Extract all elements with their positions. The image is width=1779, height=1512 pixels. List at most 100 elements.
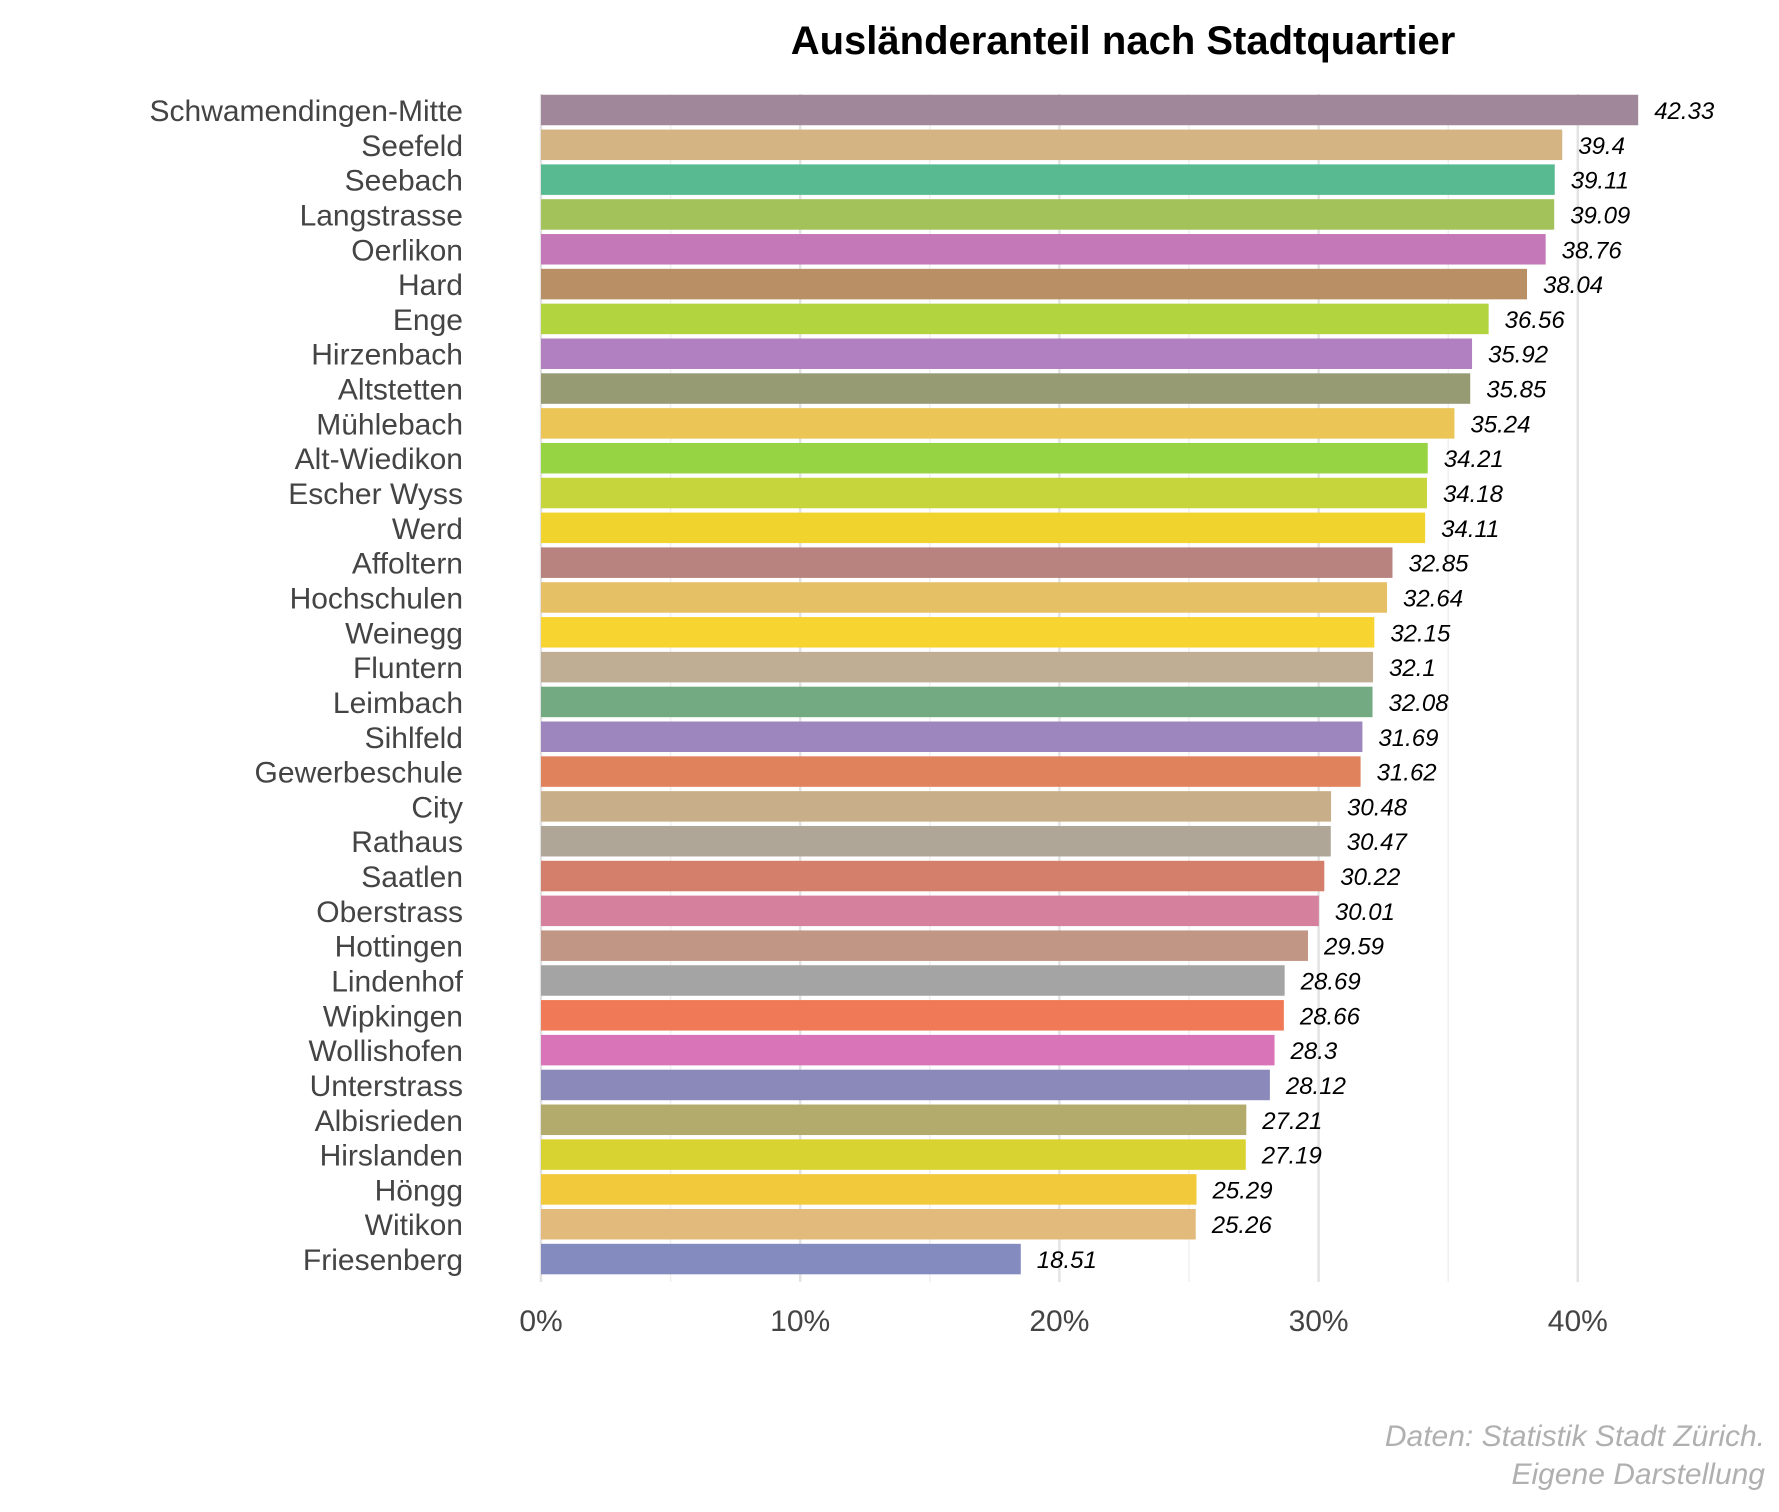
value-labels: 42.33 39.4 39.11 39.09 38.76 38.04 36.56 35.92 3… xyxy=(1037,98,1715,1274)
category-label: Albisrieden xyxy=(315,1105,463,1138)
value-label: 29.59 xyxy=(1323,934,1384,961)
category-label: Mühlebach xyxy=(316,408,463,441)
value-label: 34.18 xyxy=(1443,481,1504,508)
value-label: 32.15 xyxy=(1390,620,1451,647)
value-label: 27.19 xyxy=(1261,1143,1322,1170)
bar xyxy=(541,199,1555,230)
category-label: Oerlikon xyxy=(351,234,463,267)
bar xyxy=(541,791,1332,822)
x-tick-label: 10% xyxy=(770,1305,830,1338)
bar xyxy=(541,1139,1246,1170)
category-label: Oberstrass xyxy=(316,896,463,929)
category-label: Wollishofen xyxy=(308,1035,463,1068)
value-label: 18.51 xyxy=(1037,1247,1097,1274)
value-label: 28.66 xyxy=(1299,1003,1361,1030)
x-tick-label: 40% xyxy=(1548,1305,1608,1338)
value-label: 28.69 xyxy=(1300,969,1361,996)
bar xyxy=(541,1000,1284,1031)
category-label: Saatlen xyxy=(361,861,463,894)
category-label: Hirslanden xyxy=(320,1140,463,1173)
category-label: Seefeld xyxy=(361,130,463,163)
category-label: Sihlfeld xyxy=(365,722,463,755)
bar xyxy=(541,1174,1197,1205)
bar xyxy=(541,965,1285,996)
bar xyxy=(541,129,1563,161)
bar xyxy=(541,895,1319,927)
x-tick-label: 0% xyxy=(519,1305,562,1338)
value-label: 34.11 xyxy=(1441,516,1499,543)
category-label: Leimbach xyxy=(333,687,463,720)
value-label: 36.56 xyxy=(1505,307,1566,334)
value-label: 25.29 xyxy=(1212,1177,1273,1204)
category-label: Schwamendingen-Mitte xyxy=(150,95,464,128)
category-labels: Schwamendingen-MitteSeefeldSeebachLangst… xyxy=(150,95,464,1277)
category-label: Enge xyxy=(393,304,463,337)
category-label: Alt-Wiedikon xyxy=(295,443,463,476)
bar xyxy=(541,94,1639,126)
value-label: 30.48 xyxy=(1347,794,1408,821)
category-label: Wipkingen xyxy=(323,1000,463,1033)
category-label: Höngg xyxy=(375,1174,463,1207)
bar xyxy=(541,408,1455,439)
value-label: 28.3 xyxy=(1290,1038,1338,1065)
value-label: 39.11 xyxy=(1571,168,1629,195)
bar xyxy=(541,164,1555,195)
category-label: Gewerbeschule xyxy=(255,757,463,790)
bar xyxy=(541,930,1308,961)
category-label: Hochschulen xyxy=(290,582,463,615)
bar xyxy=(541,268,1527,300)
bar xyxy=(541,1208,1196,1240)
value-label: 39.09 xyxy=(1570,202,1630,229)
bar xyxy=(541,477,1427,509)
value-label: 38.76 xyxy=(1562,237,1623,264)
value-label: 25.26 xyxy=(1211,1212,1273,1239)
value-label: 32.1 xyxy=(1389,655,1436,682)
value-label: 30.01 xyxy=(1335,899,1395,926)
value-label: 38.04 xyxy=(1543,272,1603,299)
bar xyxy=(541,338,1473,369)
value-label: 35.24 xyxy=(1470,411,1530,438)
x-axis-tick-labels: 0% 10% 20% 30% 40% xyxy=(519,1305,1608,1338)
bar xyxy=(541,373,1471,404)
value-label: 31.69 xyxy=(1378,725,1438,752)
category-label: Hard xyxy=(398,269,463,302)
category-label: Langstrasse xyxy=(300,199,463,232)
bar xyxy=(541,303,1489,335)
value-label: 30.47 xyxy=(1347,829,1409,856)
category-label: Unterstrass xyxy=(310,1070,463,1103)
category-label: Witikon xyxy=(365,1209,463,1242)
category-label: Altstetten xyxy=(338,374,463,407)
value-label: 35.85 xyxy=(1486,377,1547,404)
bar xyxy=(541,721,1363,753)
category-label: Hirzenbach xyxy=(311,339,463,372)
category-label: Affoltern xyxy=(352,548,463,581)
x-tick-label: 30% xyxy=(1289,1305,1349,1338)
bar xyxy=(541,617,1375,648)
category-label: Friesenberg xyxy=(303,1244,463,1277)
value-label: 30.22 xyxy=(1340,864,1400,891)
value-label: 32.64 xyxy=(1403,585,1463,612)
category-label: Lindenhof xyxy=(331,966,463,999)
category-label: Werd xyxy=(392,513,463,546)
category-label: Escher Wyss xyxy=(288,478,463,511)
bar xyxy=(541,1069,1270,1101)
category-label: Hottingen xyxy=(335,931,463,964)
bar xyxy=(541,651,1374,683)
bar xyxy=(541,825,1331,857)
bar xyxy=(541,512,1426,544)
chart-title: Ausländeranteil nach Stadtquartier xyxy=(791,19,1456,63)
value-label: 32.08 xyxy=(1389,690,1450,717)
caption-line-1: Daten: Statistik Stadt Zürich. xyxy=(1385,1420,1765,1453)
value-label: 39.4 xyxy=(1578,133,1625,160)
bar xyxy=(541,547,1393,578)
category-label: Weinegg xyxy=(345,617,463,650)
bar xyxy=(541,860,1325,892)
caption-line-2: Eigene Darstellung xyxy=(1512,1458,1766,1491)
category-label: City xyxy=(411,791,463,824)
bar xyxy=(541,442,1428,474)
bar xyxy=(541,582,1388,613)
bar xyxy=(541,756,1361,787)
bars xyxy=(541,94,1639,1275)
